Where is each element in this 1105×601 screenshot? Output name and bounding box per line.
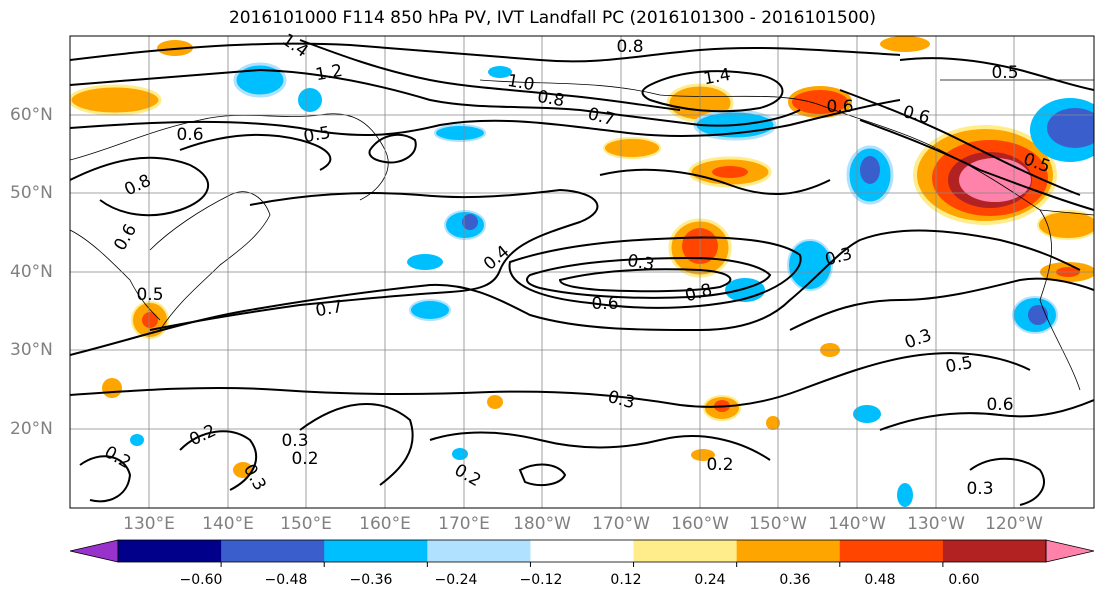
colorbar-segment [530,540,635,562]
lat-label: 60°N [10,105,53,125]
map-frame [69,35,1095,509]
colorbar-tick-label: −0.24 [434,572,478,588]
contour-label: 0.6 [591,294,618,314]
colorbar-tick-label: 0.36 [779,572,811,588]
contour-label: 0.5 [136,285,163,305]
colorbar-tick-label: −0.36 [349,572,393,588]
lon-label: 130°E [123,514,175,534]
lon-label: 150°W [749,514,807,534]
lon-label: 160°E [359,514,411,534]
lon-label: 140°W [828,514,886,534]
colorbar-segment [324,540,428,562]
colorbar-segment [942,540,1047,562]
contour-label: 0.8 [616,37,643,57]
map-title: 2016101000 F114 850 hPa PV, IVT Landfall… [228,8,876,28]
colorbar-tick-label: 0.12 [610,572,642,588]
lat-label: 40°N [10,262,53,282]
colorbar-tick-label: −0.12 [519,572,563,588]
contour-label: 0.6 [176,125,203,145]
colorbar-segment [118,540,222,562]
contour-label: 0.5 [302,123,332,147]
colorbar-frame [117,539,1047,563]
contour-label: 0.5 [944,353,974,377]
contour-label: 0.6 [986,395,1013,415]
colorbar-tick-label: 0.48 [864,572,896,588]
colorbar-segment [427,540,531,562]
colorbar-tick-label: 0.24 [694,572,726,588]
map-plot-area [70,36,1094,508]
lat-label: 50°N [10,183,53,203]
lon-label: 170°W [592,514,650,534]
colorbar-extend-low [69,539,119,563]
lat-label: 30°N [10,340,53,360]
contour-label: 0.3 [966,479,993,499]
colorbar-segment [633,540,738,562]
contour-label: 0.3 [626,251,656,275]
colorbar-segment [221,540,325,562]
colorbar-tick-label: −0.48 [264,572,308,588]
lon-label: 160°W [671,514,729,534]
contour-label: 1.0 [506,71,536,95]
contour-label: 1.4 [702,65,732,89]
contour-label: 0.8 [536,87,566,111]
contour-label: 0.2 [291,449,318,469]
contour-label: 0.5 [991,63,1018,83]
lon-label: 140°E [202,514,254,534]
contour-label: 0.2 [706,455,733,475]
contour-label: 0.3 [281,431,308,451]
lat-label: 20°N [10,419,53,439]
contour-label: 0.6 [826,97,853,117]
colorbar-tick-label: −0.60 [179,572,223,588]
contour-label: 0.7 [314,297,344,321]
lon-label: 130°W [907,514,965,534]
lon-label: 180°W [513,514,571,534]
colorbar-segment [736,540,841,562]
colorbar-segment [839,540,944,562]
gridlines [70,36,1094,508]
lon-label: 150°E [280,514,332,534]
colorbar-tick-label: 0.60 [948,572,980,588]
coastlines [70,79,1094,391]
pv-contours [70,39,1094,506]
lon-label: 170°E [438,514,490,534]
colorbar-extend-high [1045,539,1095,563]
lon-label: 120°W [985,514,1043,534]
contour-label: 1.2 [314,61,344,85]
